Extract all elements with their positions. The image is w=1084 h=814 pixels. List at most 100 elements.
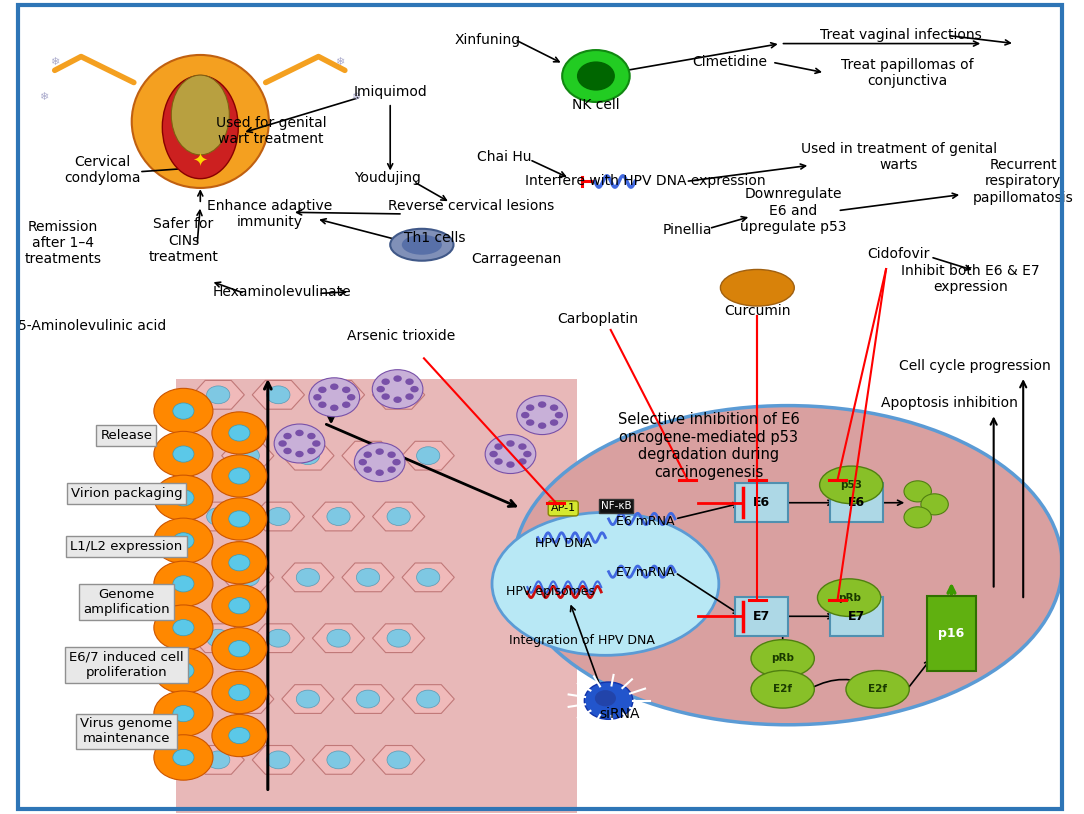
Text: Used in treatment of genital
warts: Used in treatment of genital warts [801, 142, 997, 173]
Circle shape [393, 396, 402, 403]
Ellipse shape [846, 671, 909, 708]
Circle shape [327, 508, 350, 526]
FancyBboxPatch shape [735, 597, 788, 636]
Circle shape [363, 466, 372, 473]
Circle shape [405, 379, 414, 385]
Circle shape [330, 405, 338, 411]
Text: NK cell: NK cell [572, 98, 620, 112]
Circle shape [555, 412, 564, 418]
Ellipse shape [514, 405, 1062, 724]
Polygon shape [221, 685, 274, 713]
Circle shape [211, 584, 267, 627]
Circle shape [595, 690, 616, 707]
Text: Imiquimod: Imiquimod [353, 85, 427, 99]
Text: E6/7 induced cell
proliferation: E6/7 induced cell proliferation [69, 651, 184, 679]
Ellipse shape [171, 75, 230, 155]
Text: Xinfuning: Xinfuning [454, 33, 520, 46]
Circle shape [526, 405, 534, 411]
Text: Pinellia: Pinellia [663, 223, 712, 237]
Polygon shape [192, 624, 244, 653]
Text: Interfere with HPV DNA expression: Interfere with HPV DNA expression [526, 174, 765, 189]
Polygon shape [192, 502, 244, 531]
Ellipse shape [751, 671, 814, 708]
Text: Reverse cervical lesions: Reverse cervical lesions [388, 199, 555, 212]
Circle shape [313, 394, 322, 400]
Circle shape [274, 424, 325, 463]
Text: Enhance adaptive
immunity: Enhance adaptive immunity [207, 199, 333, 229]
Circle shape [211, 672, 267, 714]
Circle shape [521, 412, 529, 418]
Ellipse shape [492, 512, 719, 655]
Polygon shape [402, 441, 454, 470]
Circle shape [405, 393, 414, 400]
Text: Recurrent
respiratory
papillomatosis: Recurrent respiratory papillomatosis [972, 158, 1073, 204]
Text: Cimetidine: Cimetidine [693, 55, 767, 69]
Text: Genome
amplification: Genome amplification [83, 588, 170, 615]
FancyBboxPatch shape [830, 597, 882, 636]
Text: ❄: ❄ [39, 92, 49, 102]
Circle shape [207, 386, 230, 404]
Circle shape [154, 388, 212, 434]
Circle shape [309, 378, 360, 417]
Polygon shape [282, 685, 334, 713]
Circle shape [172, 532, 194, 549]
Text: HPV episomes: HPV episomes [506, 585, 595, 598]
Circle shape [393, 375, 402, 382]
Text: E6 mRNA: E6 mRNA [617, 515, 674, 528]
Circle shape [382, 393, 390, 400]
Polygon shape [402, 685, 454, 713]
Text: E2f: E2f [868, 685, 887, 694]
Circle shape [517, 396, 567, 435]
Text: L1/L2 expression: L1/L2 expression [70, 540, 182, 553]
Circle shape [172, 403, 194, 419]
Circle shape [229, 554, 250, 571]
Circle shape [236, 568, 259, 586]
Circle shape [154, 519, 212, 563]
Text: ❄: ❄ [351, 92, 360, 102]
Circle shape [229, 641, 250, 657]
Polygon shape [341, 441, 395, 470]
Text: Virus genome
maintenance: Virus genome maintenance [80, 717, 172, 746]
Circle shape [295, 430, 304, 436]
Circle shape [327, 386, 350, 404]
Polygon shape [312, 624, 364, 653]
Polygon shape [373, 380, 425, 409]
Text: Arsenic trioxide: Arsenic trioxide [347, 329, 455, 343]
Text: Release: Release [101, 429, 153, 442]
Circle shape [229, 511, 250, 527]
Circle shape [295, 451, 304, 457]
Text: E7 mRNA: E7 mRNA [616, 566, 675, 579]
Circle shape [372, 370, 423, 409]
Circle shape [229, 728, 250, 744]
Polygon shape [312, 502, 364, 531]
Circle shape [518, 444, 527, 450]
Ellipse shape [820, 466, 882, 504]
Circle shape [267, 386, 291, 404]
Text: Safer for
CINs
treatment: Safer for CINs treatment [149, 217, 218, 264]
Polygon shape [221, 441, 274, 470]
Circle shape [327, 751, 350, 768]
Circle shape [550, 419, 558, 426]
Ellipse shape [163, 76, 238, 178]
Text: E7: E7 [753, 610, 771, 623]
Circle shape [154, 431, 212, 477]
Text: ✦: ✦ [193, 153, 208, 171]
Polygon shape [341, 563, 395, 592]
Text: Youdujing: Youdujing [353, 171, 421, 186]
Circle shape [416, 447, 440, 465]
Circle shape [296, 568, 320, 586]
Text: Selective inhibition of E6
oncogene-mediated p53
degradation during
carcinogenes: Selective inhibition of E6 oncogene-medi… [618, 413, 800, 479]
Polygon shape [192, 746, 244, 774]
Circle shape [207, 508, 230, 526]
Text: NF‑κB: NF‑κB [601, 501, 631, 511]
Circle shape [172, 750, 194, 765]
Text: Cervical
condyloma: Cervical condyloma [64, 155, 141, 186]
Circle shape [341, 387, 350, 393]
Circle shape [904, 481, 931, 502]
Polygon shape [221, 563, 274, 592]
Circle shape [154, 691, 212, 737]
FancyBboxPatch shape [927, 596, 976, 671]
Circle shape [354, 443, 405, 482]
Circle shape [518, 458, 527, 465]
Circle shape [229, 468, 250, 484]
